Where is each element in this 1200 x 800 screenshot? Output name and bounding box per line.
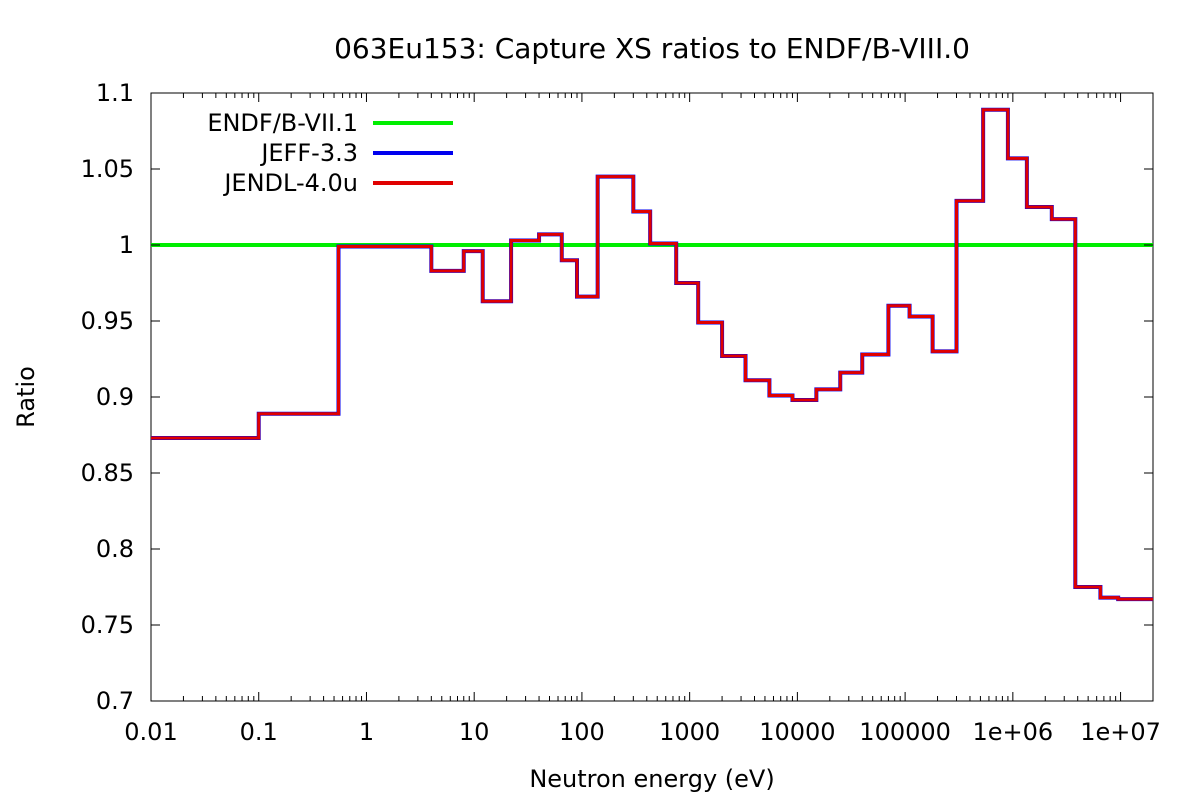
x-tick-label: 0.01 [124,718,177,746]
x-tick-label: 1e+07 [1080,718,1161,746]
x-tick-label: 1 [359,718,374,746]
y-tick-label: 1.1 [96,79,134,107]
y-axis-label: Ratio [12,366,40,428]
series-line-jendl-4-0u [151,108,1153,601]
x-tick-label: 0.1 [240,718,278,746]
legend-label: JEFF-3.3 [259,139,358,167]
x-tick-label: 10000 [759,718,835,746]
chart-title: 063Eu153: Capture XS ratios to ENDF/B-VI… [334,32,970,65]
series-layer [151,107,1153,602]
y-tick-label: 0.85 [81,459,134,487]
legend-label: JENDL-4.0u [222,169,358,197]
y-tick-label: 0.7 [96,687,134,715]
x-tick-label: 10 [459,718,490,746]
y-tick-label: 0.8 [96,535,134,563]
legend-label: ENDF/B-VII.1 [207,109,358,137]
y-tick-label: 0.75 [81,611,134,639]
y-tick-label: 0.9 [96,383,134,411]
x-axis-label: Neutron energy (eV) [529,765,774,793]
ticks-layer: 0.01 0.1 1 10 100 1000 10000 100000 1e+06 1e+07 0.… [81,79,1161,746]
x-tick-label: 100 [559,718,605,746]
y-tick-label: 0.95 [81,307,134,335]
x-tick-label: 100000 [859,718,951,746]
x-tick-label: 1e+06 [972,718,1053,746]
x-tick-label: 1000 [659,718,720,746]
y-tick-label: 1.05 [81,155,134,183]
y-tick-label: 1 [119,231,134,259]
